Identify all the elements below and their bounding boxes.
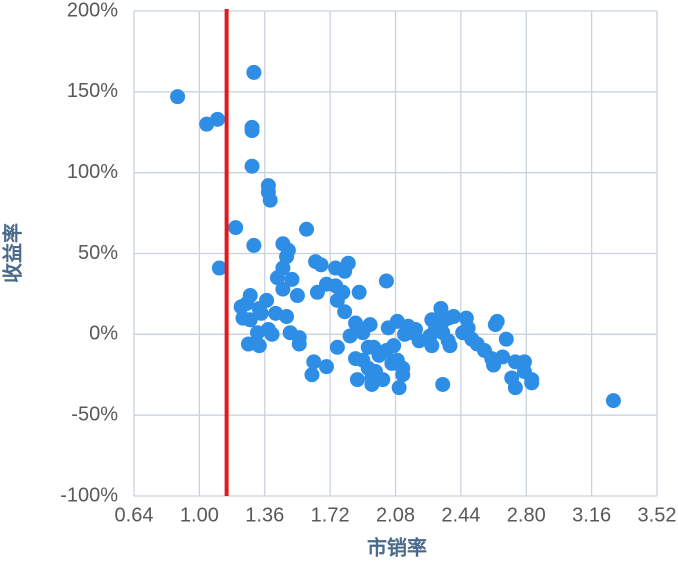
point bbox=[289, 288, 305, 304]
point bbox=[442, 338, 458, 354]
x-axis-title: 市销率 bbox=[367, 535, 427, 559]
point bbox=[486, 357, 502, 373]
point bbox=[211, 260, 227, 276]
point bbox=[210, 111, 226, 127]
point bbox=[304, 367, 320, 383]
x-tick-label: 0.64 bbox=[115, 504, 154, 526]
point bbox=[498, 331, 514, 347]
point bbox=[242, 312, 258, 328]
point bbox=[275, 281, 291, 297]
x-tick-label: 3.16 bbox=[572, 504, 611, 526]
point bbox=[516, 364, 532, 380]
point bbox=[259, 292, 275, 308]
point bbox=[362, 317, 378, 333]
y-tick-label: -50% bbox=[71, 403, 118, 425]
point bbox=[605, 393, 621, 409]
point bbox=[279, 309, 295, 325]
point bbox=[378, 273, 394, 289]
point bbox=[228, 220, 244, 236]
x-tick-label: 1.00 bbox=[180, 504, 219, 526]
point bbox=[253, 305, 269, 321]
point bbox=[170, 89, 186, 105]
point bbox=[366, 339, 382, 355]
point bbox=[342, 328, 358, 344]
point bbox=[318, 359, 334, 375]
x-tick-label: 1.72 bbox=[311, 504, 350, 526]
y-tick-label: 0% bbox=[89, 323, 118, 345]
point bbox=[262, 192, 278, 208]
point bbox=[349, 372, 365, 388]
point bbox=[291, 336, 307, 352]
point bbox=[244, 123, 260, 139]
point bbox=[351, 284, 367, 300]
point bbox=[489, 313, 505, 329]
x-tick-label: 1.36 bbox=[245, 504, 284, 526]
point bbox=[246, 237, 262, 253]
point bbox=[249, 325, 265, 341]
point bbox=[395, 360, 411, 376]
y-tick-label: 150% bbox=[67, 80, 118, 102]
point bbox=[251, 338, 267, 354]
point bbox=[446, 309, 462, 325]
point bbox=[422, 328, 438, 344]
y-tick-label: 50% bbox=[78, 242, 118, 264]
point bbox=[246, 64, 262, 80]
point bbox=[284, 271, 300, 287]
point bbox=[337, 263, 353, 279]
x-tick-label: 2.08 bbox=[376, 504, 415, 526]
point bbox=[386, 338, 402, 354]
point bbox=[391, 380, 407, 396]
point bbox=[309, 284, 325, 300]
point bbox=[507, 380, 523, 396]
y-tick-label: 200% bbox=[67, 0, 118, 21]
y-axis-title: 收益率 bbox=[0, 223, 24, 283]
point bbox=[306, 354, 322, 370]
point bbox=[264, 326, 280, 342]
point bbox=[299, 221, 315, 237]
point bbox=[407, 321, 423, 337]
point bbox=[329, 292, 345, 308]
y-tick-label: 100% bbox=[67, 161, 118, 183]
x-tick-label: 3.52 bbox=[638, 504, 677, 526]
point bbox=[524, 375, 540, 391]
point bbox=[375, 372, 391, 388]
x-tick-label: 2.80 bbox=[507, 504, 546, 526]
point bbox=[435, 376, 451, 392]
point bbox=[458, 310, 474, 326]
point bbox=[269, 270, 285, 286]
point bbox=[244, 158, 260, 174]
point bbox=[337, 304, 353, 320]
y-tick-label: -100% bbox=[60, 484, 118, 506]
point bbox=[239, 296, 255, 312]
point bbox=[329, 339, 345, 355]
point bbox=[313, 257, 329, 273]
point bbox=[279, 249, 295, 265]
x-tick-label: 2.44 bbox=[441, 504, 480, 526]
